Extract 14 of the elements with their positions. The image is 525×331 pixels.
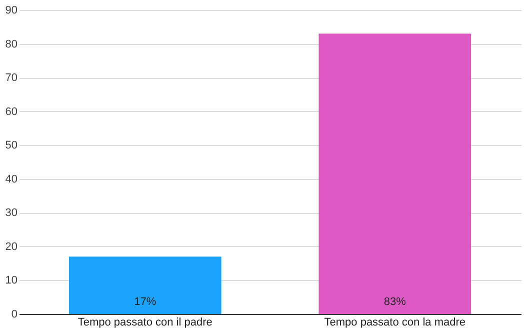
y-tick-label: 80 bbox=[5, 38, 18, 50]
data-label: 17% bbox=[134, 296, 156, 308]
y-tick-label: 20 bbox=[5, 240, 18, 253]
y-tick-label: 10 bbox=[5, 274, 18, 287]
y-tick-label: 60 bbox=[5, 106, 18, 118]
y-tick-label: 0 bbox=[11, 308, 18, 320]
y-tick-label: 40 bbox=[5, 173, 18, 186]
x-tick-label: Tempo passato con la madre bbox=[324, 316, 466, 328]
x-tick-label: Tempo passato con il padre bbox=[78, 316, 212, 328]
data-label: 83% bbox=[384, 296, 406, 308]
y-tick-label: 70 bbox=[5, 72, 18, 84]
y-tick-label: 90 bbox=[5, 4, 18, 16]
y-tick-label: 50 bbox=[5, 140, 18, 152]
y-tick-label: 30 bbox=[5, 207, 18, 220]
